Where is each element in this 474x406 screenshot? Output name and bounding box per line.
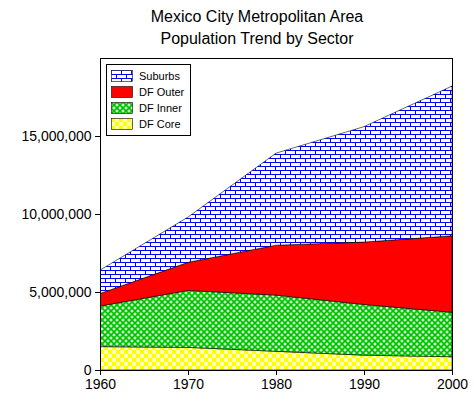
svg-text:1990: 1990: [349, 376, 380, 392]
svg-text:1980: 1980: [261, 376, 292, 392]
svg-text:2000: 2000: [437, 376, 468, 392]
html-text:Suburbs: Suburbs: [139, 70, 180, 82]
svg-text:10,000,000: 10,000,000: [21, 206, 91, 222]
svg-text:5,000,000: 5,000,000: [29, 284, 91, 300]
svg-text:1970: 1970: [173, 376, 204, 392]
html-text:DF Inner: DF Inner: [139, 102, 182, 114]
html-text:Mexico City Metropolitan Area: Mexico City Metropolitan Area: [150, 8, 364, 25]
svg-text:0: 0: [83, 362, 92, 378]
html-text:Population Trend by Sector: Population Trend by Sector: [160, 30, 354, 47]
svg-text:1960: 1960: [85, 376, 116, 392]
svg-text:15,000,000: 15,000,000: [21, 128, 91, 144]
html-text:DF Core: DF Core: [139, 118, 181, 130]
html-text:DF Outer: DF Outer: [139, 86, 185, 98]
